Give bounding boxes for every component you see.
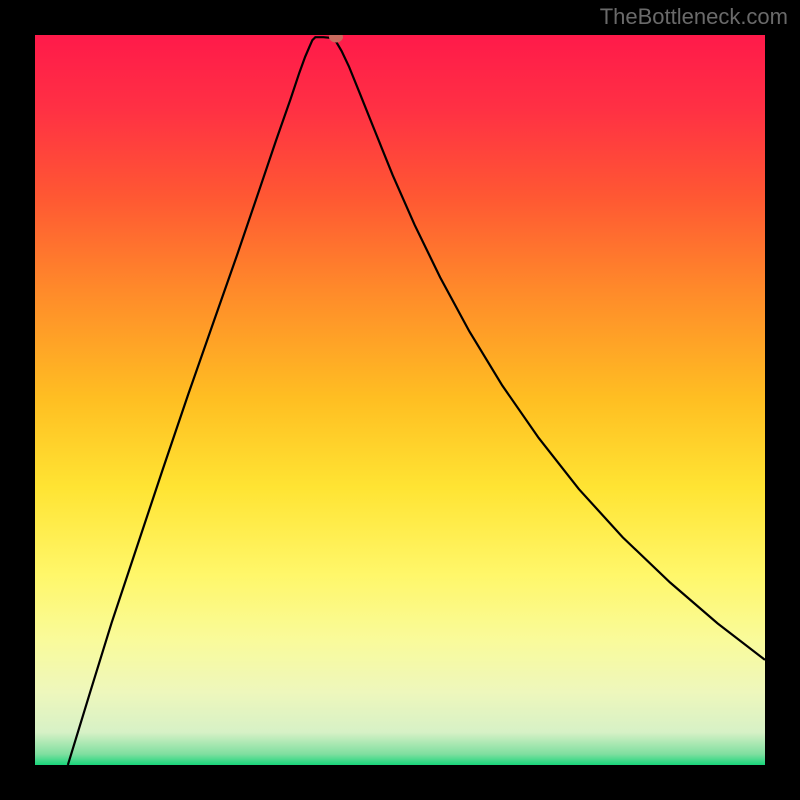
- watermark-text: TheBottleneck.com: [600, 4, 788, 30]
- bottleneck-curve: [35, 35, 765, 765]
- chart-container: TheBottleneck.com: [0, 0, 800, 800]
- plot-area: [35, 35, 765, 765]
